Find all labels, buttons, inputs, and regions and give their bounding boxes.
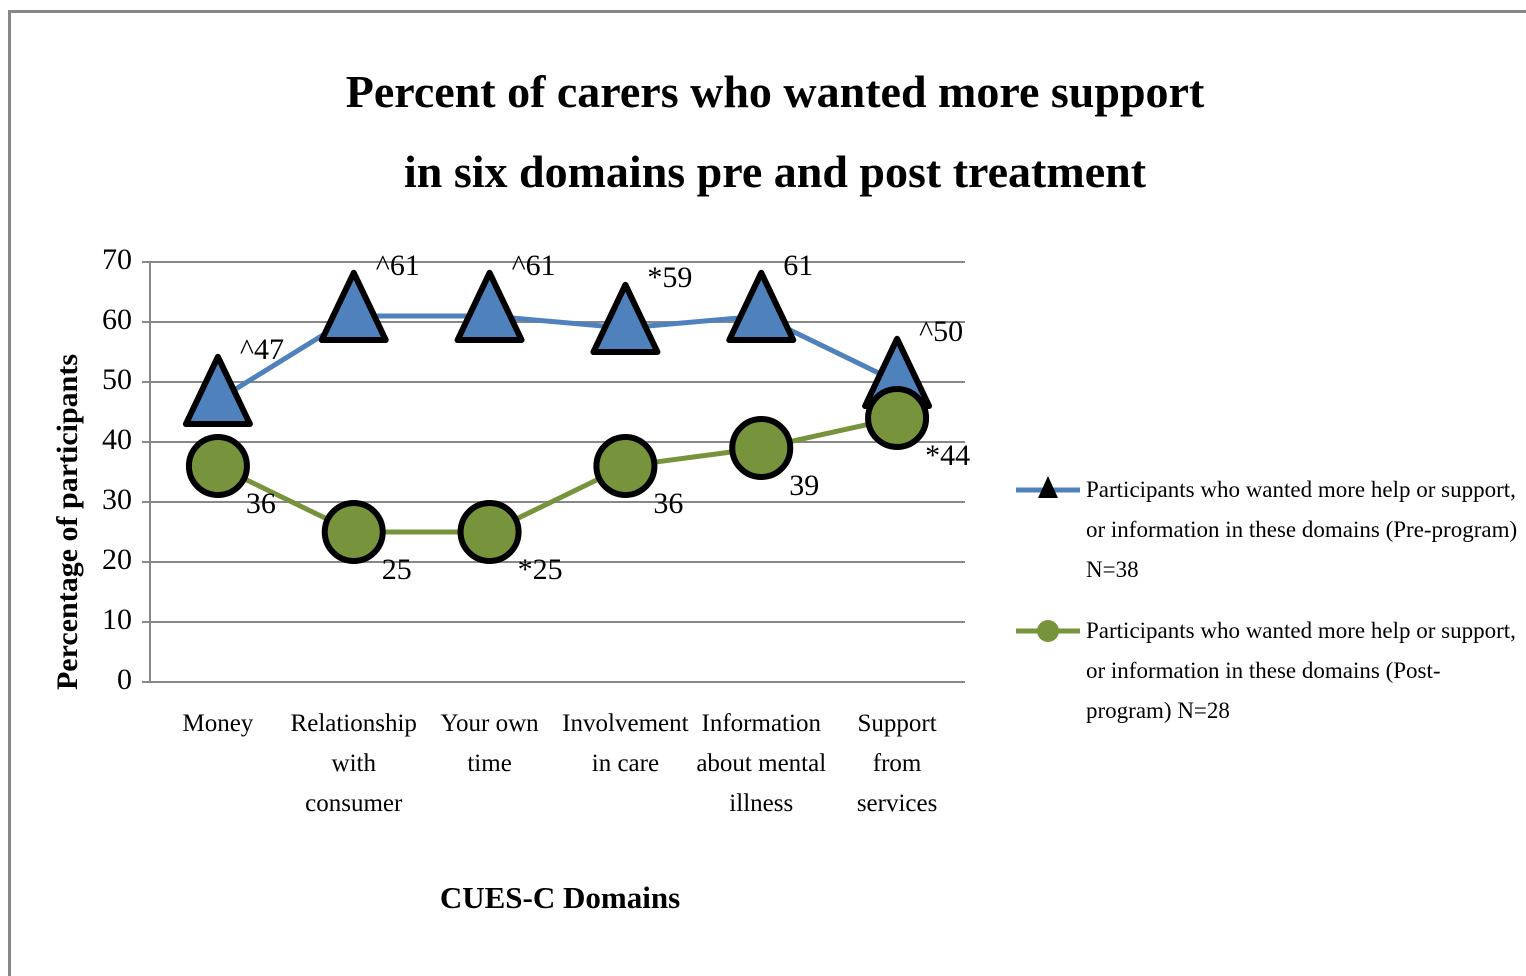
x-tick-label: Information about mental illness: [696, 710, 827, 817]
x-tick-label: Involvement in care: [562, 710, 689, 777]
data-label: *59: [647, 261, 692, 294]
y-tick-label: 10: [102, 603, 132, 636]
x-tick-label: Relationship with consumer: [290, 710, 417, 817]
point: [454, 269, 525, 343]
data-label: 25: [382, 553, 412, 586]
y-tick-label: 0: [117, 663, 132, 696]
y-axis-label: Percentage of participants: [51, 354, 84, 690]
legend-label: Participants who wanted more help or sup…: [1086, 618, 1516, 723]
legend-marker: [1038, 476, 1058, 498]
point: [726, 269, 797, 343]
point: [185, 434, 250, 498]
chart-title: Percent of carers who wanted more suppor…: [345, 66, 1205, 197]
x-tick-label: Money: [182, 710, 254, 737]
data-label: 61: [783, 249, 813, 282]
point: [590, 281, 661, 355]
x-tick-label: Support from services: [856, 710, 938, 817]
point: [865, 386, 930, 450]
data-label: 39: [789, 469, 819, 502]
frame: [8, 10, 1526, 976]
y-tick-label: 30: [102, 483, 132, 516]
y-tick-label: 70: [102, 243, 132, 276]
line: [216, 313, 899, 403]
data-label: ^61: [376, 249, 420, 282]
legend-marker: [1037, 620, 1059, 642]
point: [182, 353, 253, 427]
data-label: *44: [925, 439, 970, 472]
data-label: ^61: [512, 249, 556, 282]
y-tick-label: 60: [102, 303, 132, 336]
data-label: *25: [518, 553, 563, 586]
point: [318, 269, 389, 343]
point: [457, 500, 522, 564]
y-tick-label: 50: [102, 363, 132, 396]
point: [593, 434, 658, 498]
data-label: ^47: [240, 333, 284, 366]
x-axis-label: CUES-C Domains: [439, 880, 681, 915]
x-tick-label: Your own time: [440, 710, 539, 777]
data-label: 36: [653, 487, 683, 520]
data-label: ^50: [919, 315, 963, 348]
legend-label: Participants who wanted more help or sup…: [1086, 477, 1518, 582]
point: [729, 416, 794, 480]
y-tick-label: 40: [102, 423, 132, 456]
y-tick-label: 20: [102, 543, 132, 576]
point: [321, 500, 386, 564]
data-label: 36: [246, 487, 276, 520]
